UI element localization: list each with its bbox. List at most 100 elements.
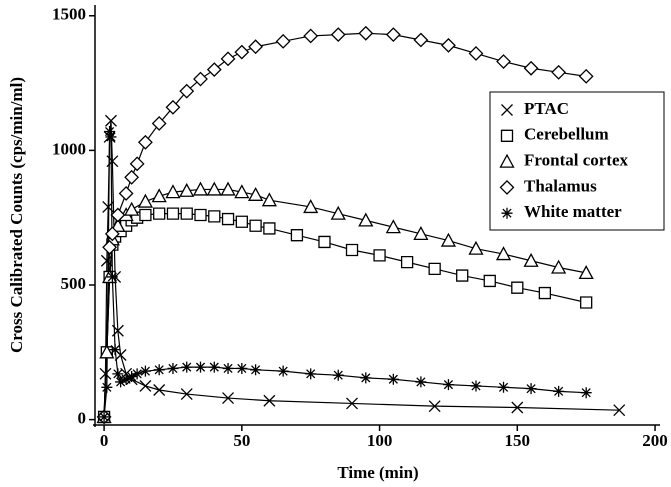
data-point <box>468 46 484 61</box>
y-axis-label: Cross Calibrated Counts (cps/min/ml) <box>7 77 26 353</box>
legend-box <box>489 91 665 231</box>
data-point <box>235 215 248 228</box>
data-point <box>110 207 126 223</box>
data-point <box>124 201 140 216</box>
x-axis-label: Time (min) <box>337 463 418 482</box>
data-point <box>580 387 592 399</box>
data-point <box>234 44 250 60</box>
data-point <box>179 182 195 197</box>
data-point <box>263 394 276 407</box>
data-point <box>318 235 331 249</box>
data-point <box>428 262 441 275</box>
data-point <box>181 361 193 373</box>
data-point <box>415 376 427 388</box>
data-point <box>105 114 117 127</box>
data-point <box>553 385 565 397</box>
data-point <box>105 131 117 143</box>
legend-label: Cerebellum <box>524 125 609 144</box>
data-point <box>208 361 220 373</box>
data-point <box>250 364 262 376</box>
legend-label: PTAC <box>524 99 569 118</box>
data-point <box>332 369 344 381</box>
data-point <box>195 361 207 373</box>
data-point <box>126 371 138 383</box>
data-point <box>551 64 567 80</box>
legend-marker <box>501 207 513 219</box>
data-point <box>578 68 594 84</box>
data-point <box>102 200 115 213</box>
x-tick-label: 200 <box>642 431 668 450</box>
data-point <box>234 184 250 199</box>
data-point <box>498 381 510 393</box>
data-point <box>470 380 482 392</box>
data-point <box>153 384 166 396</box>
data-point <box>413 32 429 48</box>
data-point <box>110 217 126 232</box>
data-point <box>330 205 346 220</box>
legend-label: Frontal cortex <box>524 151 629 170</box>
series-line <box>103 213 587 417</box>
data-point <box>129 156 145 172</box>
data-point <box>180 388 193 400</box>
y-tick-label: 0 <box>78 409 87 428</box>
data-point <box>523 60 539 76</box>
data-point <box>166 207 180 220</box>
data-point <box>104 226 120 242</box>
x-tick-label: 100 <box>367 431 393 450</box>
data-point <box>112 368 124 380</box>
data-point <box>98 411 110 423</box>
data-point <box>99 367 112 380</box>
data-point <box>206 62 222 78</box>
data-point <box>360 372 372 384</box>
data-point <box>206 181 222 196</box>
data-point <box>221 212 235 226</box>
data-point <box>139 365 151 377</box>
data-point <box>523 252 539 267</box>
legend-label: Thalamus <box>524 176 597 195</box>
data-point <box>167 362 179 374</box>
data-point <box>511 281 524 294</box>
series-line <box>103 32 587 417</box>
data-point <box>151 116 167 131</box>
data-point <box>100 254 113 267</box>
data-point <box>551 259 567 274</box>
data-point <box>236 362 248 374</box>
data-point <box>153 364 165 376</box>
data-point <box>263 222 276 235</box>
data-point <box>580 296 593 309</box>
data-point <box>115 376 127 388</box>
data-point <box>613 404 626 417</box>
data-point <box>101 381 113 393</box>
data-point <box>220 181 236 196</box>
x-tick-label: 50 <box>233 431 250 450</box>
data-point <box>387 373 399 385</box>
data-point <box>139 208 152 222</box>
data-point <box>385 27 401 43</box>
data-point <box>165 184 181 199</box>
data-point <box>440 232 457 247</box>
data-point <box>400 255 414 269</box>
data-point <box>483 274 496 288</box>
data-point <box>124 169 140 185</box>
data-point <box>137 193 154 208</box>
data-point <box>525 383 537 395</box>
data-point <box>456 269 469 282</box>
data-point <box>495 246 512 261</box>
y-tick-label: 500 <box>61 274 87 293</box>
data-point <box>385 219 401 234</box>
data-point <box>413 225 429 240</box>
data-point <box>111 324 124 337</box>
legend-marker <box>499 153 515 168</box>
data-point <box>151 188 167 203</box>
data-point <box>248 186 264 201</box>
legend-marker <box>501 104 513 116</box>
data-point <box>496 54 511 69</box>
data-point <box>578 265 594 280</box>
data-point <box>442 379 454 391</box>
data-point <box>346 397 358 410</box>
data-point <box>106 271 118 283</box>
data-point <box>120 373 132 385</box>
data-point <box>468 240 484 255</box>
data-point <box>131 368 143 380</box>
